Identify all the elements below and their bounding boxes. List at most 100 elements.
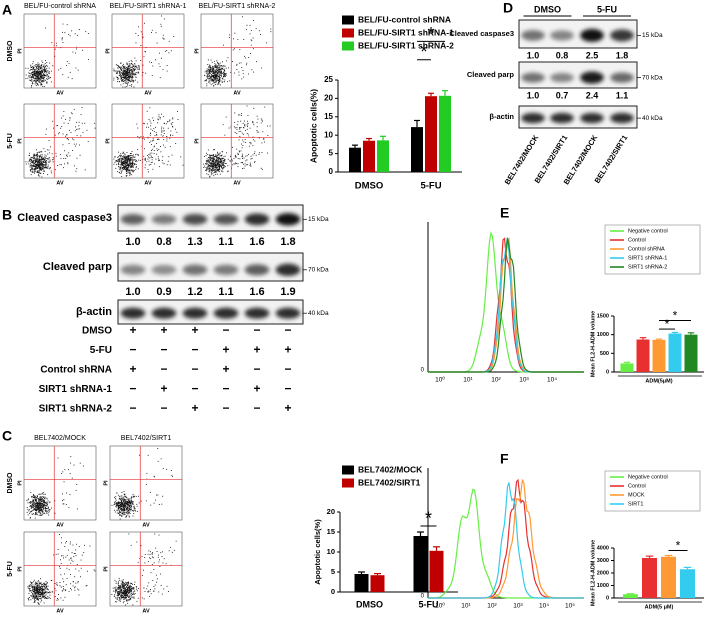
histogram-curve: [428, 480, 584, 598]
cell-dot: [124, 587, 125, 588]
cell-dot: [125, 496, 126, 497]
cell-dot: [142, 597, 143, 598]
cell-dot: [126, 165, 127, 166]
cell-dot: [239, 136, 240, 137]
cell-dot: [67, 61, 68, 62]
cell-dot: [158, 557, 159, 558]
cell-dot: [39, 156, 40, 157]
cell-dot: [131, 595, 132, 596]
cell-dot: [233, 163, 234, 164]
cell-dot: [122, 584, 123, 585]
cell-dot: [41, 157, 42, 158]
cell-dot: [32, 168, 33, 169]
cell-dot: [172, 127, 173, 128]
cell-dot: [210, 159, 211, 160]
cell-dot: [70, 542, 71, 543]
cell-dot: [36, 591, 37, 592]
cell-dot: [38, 69, 39, 70]
cell-dot: [131, 63, 132, 64]
cell-dot: [208, 69, 209, 70]
cell-dot: [47, 511, 48, 512]
cell-dot: [151, 123, 152, 124]
cell-dot: [42, 77, 43, 78]
cell-dot: [51, 508, 52, 509]
cell-dot: [241, 113, 242, 114]
cell-dot: [213, 162, 214, 163]
cell-dot: [137, 601, 138, 602]
cell-dot: [85, 31, 86, 32]
cell-dot: [122, 513, 123, 514]
cell-dot: [65, 590, 66, 591]
cell-dot: [56, 45, 57, 46]
cell-dot: [170, 547, 171, 548]
row-label: DMSO: [7, 472, 14, 494]
cell-dot: [73, 556, 74, 557]
cell-dot: [127, 173, 128, 174]
cell-dot: [76, 144, 77, 145]
cell-dot: [137, 73, 138, 74]
cell-dot: [222, 78, 223, 79]
cell-dot: [226, 163, 227, 164]
cell-dot: [137, 136, 138, 137]
cell-dot: [113, 164, 114, 165]
cell-dot: [118, 505, 119, 506]
cell-dot: [123, 586, 124, 587]
cell-dot: [237, 64, 238, 65]
cell-dot: [30, 588, 31, 589]
cell-dot: [27, 78, 28, 79]
error-bar: [688, 333, 695, 335]
cell-dot: [127, 506, 128, 507]
cell-dot: [117, 588, 118, 589]
cell-dot: [33, 61, 34, 62]
cell-dot: [241, 115, 242, 116]
cell-dot: [40, 78, 41, 79]
cell-dot: [123, 68, 124, 69]
cell-dot: [48, 77, 49, 78]
cell-dot: [123, 597, 124, 598]
cell-dot: [222, 73, 223, 74]
cell-dot: [129, 76, 130, 77]
cell-dot: [169, 120, 170, 121]
cell-dot: [47, 511, 48, 512]
cell-dot: [163, 563, 164, 564]
cell-dot: [217, 166, 218, 167]
cell-dot: [133, 165, 134, 166]
cell-dot: [40, 494, 41, 495]
legend-label: SIRT1 shRNA-2: [628, 264, 667, 270]
flow-plot: [24, 14, 96, 88]
cell-dot: [223, 65, 224, 66]
cell-dot: [206, 169, 207, 170]
cell-dot: [60, 68, 61, 69]
cell-dot: [143, 138, 144, 139]
cell-dot: [76, 122, 77, 123]
cell-dot: [212, 171, 213, 172]
cell-dot: [134, 591, 135, 592]
cell-dot: [225, 163, 226, 164]
cell-dot: [125, 83, 126, 84]
cell-dot: [120, 168, 121, 169]
significance-star: *: [673, 308, 678, 322]
cell-dot: [42, 80, 43, 81]
cell-dot: [35, 497, 36, 498]
cell-dot: [133, 65, 134, 66]
cell-dot: [222, 79, 223, 80]
cell-dot: [126, 71, 127, 72]
cell-dot: [150, 121, 151, 122]
cell-dot: [120, 73, 121, 74]
cell-dot: [213, 76, 214, 77]
cell-dot: [45, 157, 46, 158]
cell-dot: [264, 107, 265, 108]
cell-dot: [215, 160, 216, 161]
cell-dot: [36, 76, 37, 77]
cell-dot: [235, 127, 236, 128]
cell-dot: [30, 171, 31, 172]
cell-dot: [128, 161, 129, 162]
cell-dot: [46, 503, 47, 504]
cell-dot: [72, 552, 73, 553]
cell-dot: [38, 602, 39, 603]
cell-dot: [246, 63, 247, 64]
cell-dot: [45, 497, 46, 498]
cell-dot: [41, 590, 42, 591]
axis-label: PI: [105, 138, 111, 144]
